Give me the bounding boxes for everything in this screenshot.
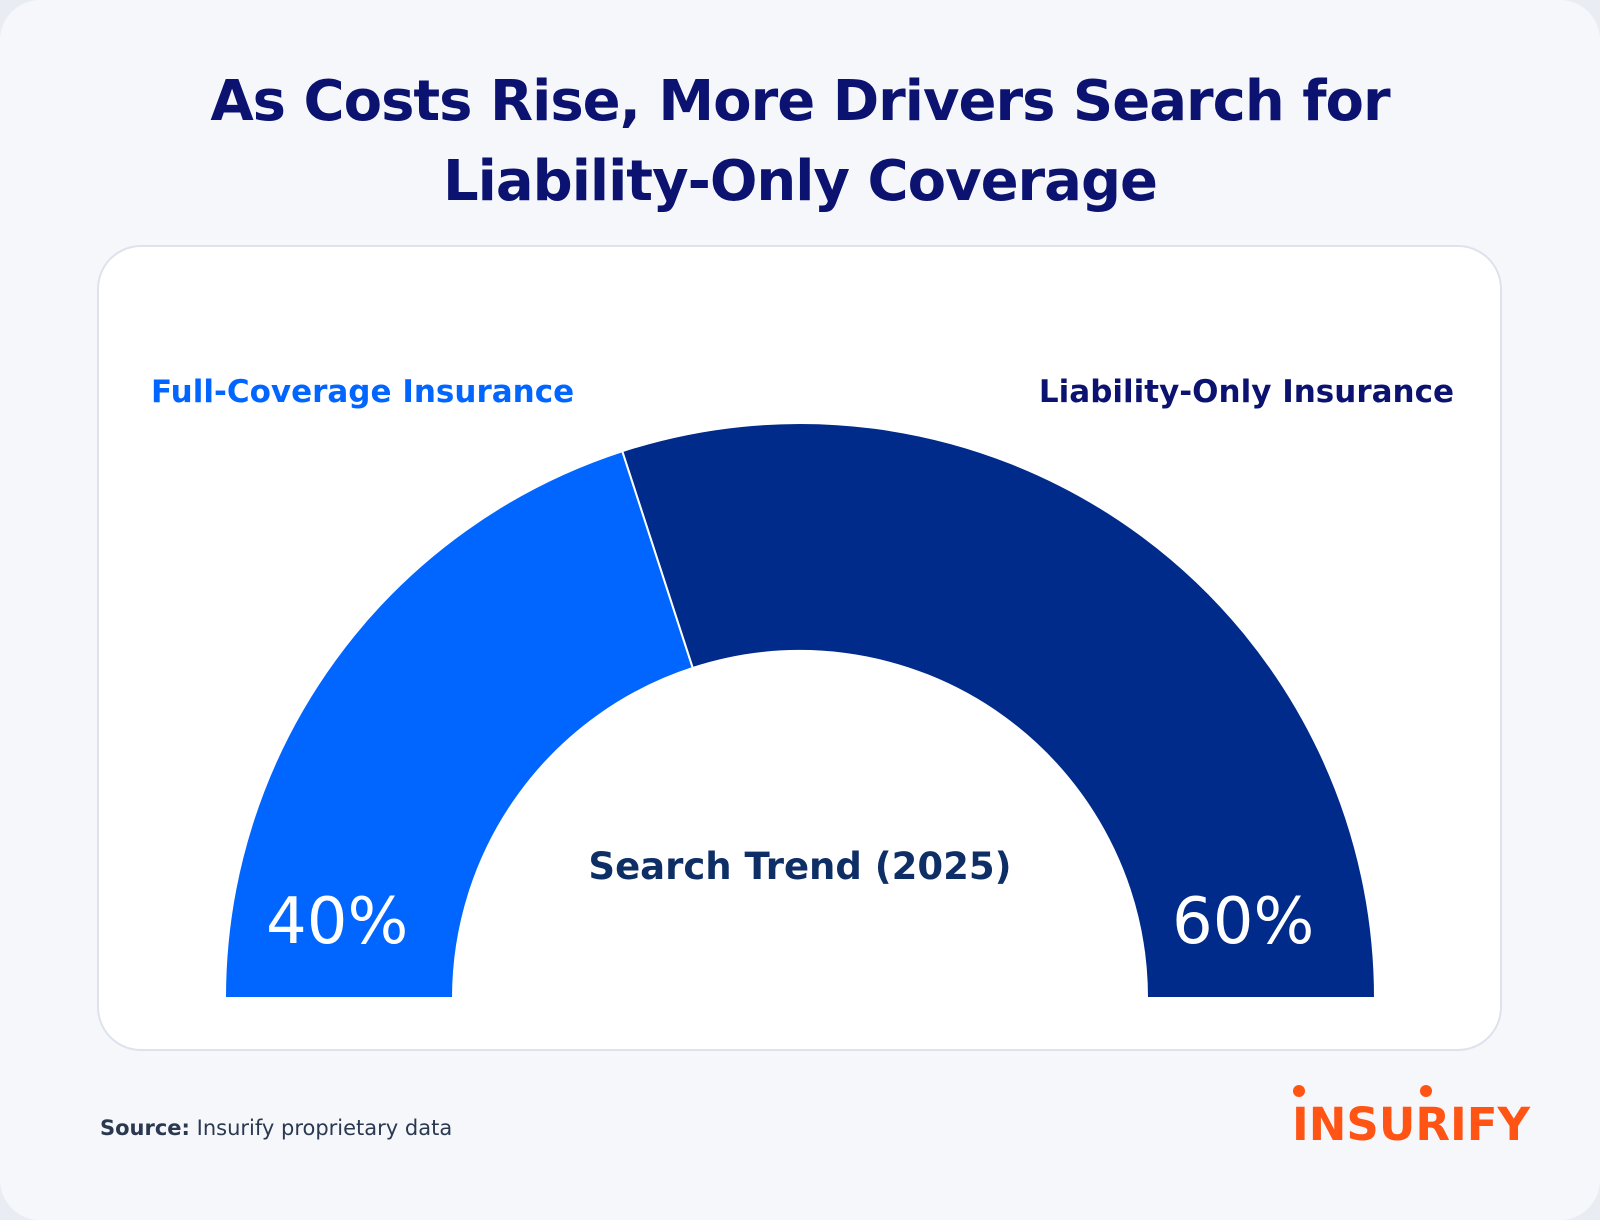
title-line-2: Liability-Only Coverage: [442, 149, 1158, 214]
logo-dot-icon: [1420, 1085, 1432, 1097]
source-label: Source:: [100, 1116, 190, 1140]
insurify-logo: INSURIFY: [1292, 1098, 1531, 1151]
data-label-liability-only: 60%: [1172, 885, 1315, 959]
legend-liability-only: Liability-Only Insurance: [1038, 374, 1454, 410]
chart-title: As Costs Rise, More Drivers Search for L…: [0, 62, 1600, 222]
logo-dot-icon: [1293, 1085, 1305, 1097]
legend-full-coverage: Full-Coverage Insurance: [151, 374, 575, 410]
gauge-segment-liability-only-insurance: [621, 422, 1377, 999]
title-line-1: As Costs Rise, More Drivers Search for: [210, 69, 1390, 134]
gauge-segment-full-coverage-insurance: [223, 449, 695, 999]
data-label-full-coverage: 40%: [266, 885, 409, 959]
source-note: Source: Insurify proprietary data: [100, 1116, 452, 1140]
center-label: Search Trend (2025): [588, 845, 1012, 888]
source-text: Insurify proprietary data: [196, 1116, 453, 1140]
